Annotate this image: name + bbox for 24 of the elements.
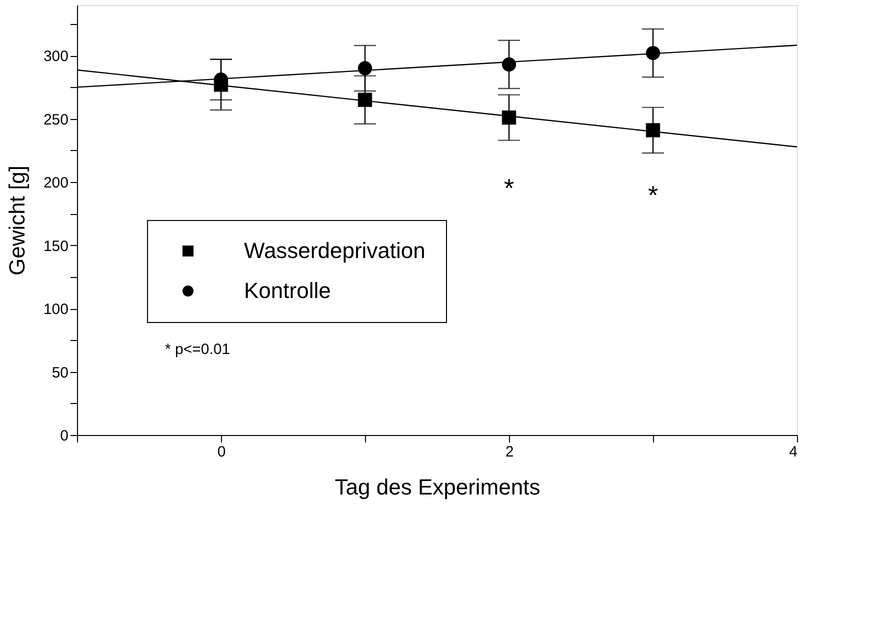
x-tick-label: 4 xyxy=(789,444,798,460)
y-tick-label: 250 xyxy=(43,111,68,128)
legend-label: Wasserdeprivation xyxy=(244,238,426,263)
point xyxy=(646,46,660,60)
x-axis-title: Tag des Experiments xyxy=(334,474,540,500)
point xyxy=(358,61,372,76)
x-tick-label: 0 xyxy=(217,444,226,460)
point xyxy=(214,78,228,92)
y-tick-label: 100 xyxy=(43,301,68,318)
y-tick-label: 300 xyxy=(43,48,68,66)
y-tick-label: 50 xyxy=(52,364,68,382)
annotation: * xyxy=(648,180,658,210)
point xyxy=(502,110,516,125)
annotation: * p<=0.01 xyxy=(165,341,230,358)
y-tick-label: 150 xyxy=(43,238,68,255)
x-tick-label: 2 xyxy=(505,444,514,460)
point xyxy=(358,92,372,107)
y-axis-title: Gewicht [g] xyxy=(4,165,30,276)
y-tick-label: 0 xyxy=(60,428,68,444)
annotation: * xyxy=(504,173,514,203)
point xyxy=(646,123,660,138)
y-tick-label: 200 xyxy=(43,174,68,192)
point xyxy=(502,57,516,72)
legend-label: Kontrolle xyxy=(244,278,331,303)
